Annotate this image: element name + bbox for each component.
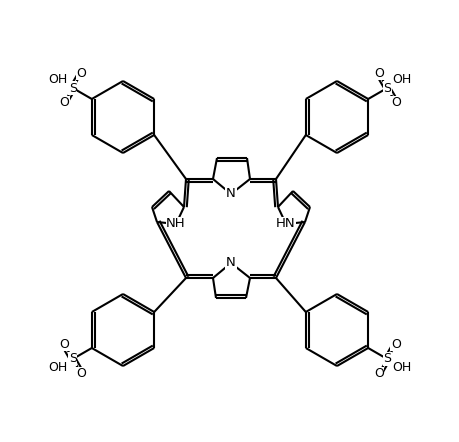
Text: NH: NH: [166, 217, 185, 230]
Text: O: O: [390, 96, 400, 109]
Text: S: S: [69, 81, 77, 95]
Text: O: O: [76, 367, 86, 380]
Text: S: S: [382, 353, 390, 366]
Text: N: N: [226, 256, 235, 270]
Text: N: N: [226, 187, 235, 201]
Text: O: O: [59, 338, 69, 351]
Text: S: S: [382, 81, 390, 95]
Text: O: O: [373, 67, 383, 80]
Text: OH: OH: [48, 73, 67, 86]
Text: O: O: [59, 96, 69, 109]
Text: S: S: [69, 353, 77, 366]
Text: O: O: [76, 67, 86, 80]
Text: O: O: [373, 367, 383, 380]
Text: OH: OH: [48, 361, 67, 374]
Text: OH: OH: [392, 73, 411, 86]
Text: O: O: [390, 338, 400, 351]
Text: OH: OH: [392, 361, 411, 374]
Text: HN: HN: [275, 217, 295, 230]
